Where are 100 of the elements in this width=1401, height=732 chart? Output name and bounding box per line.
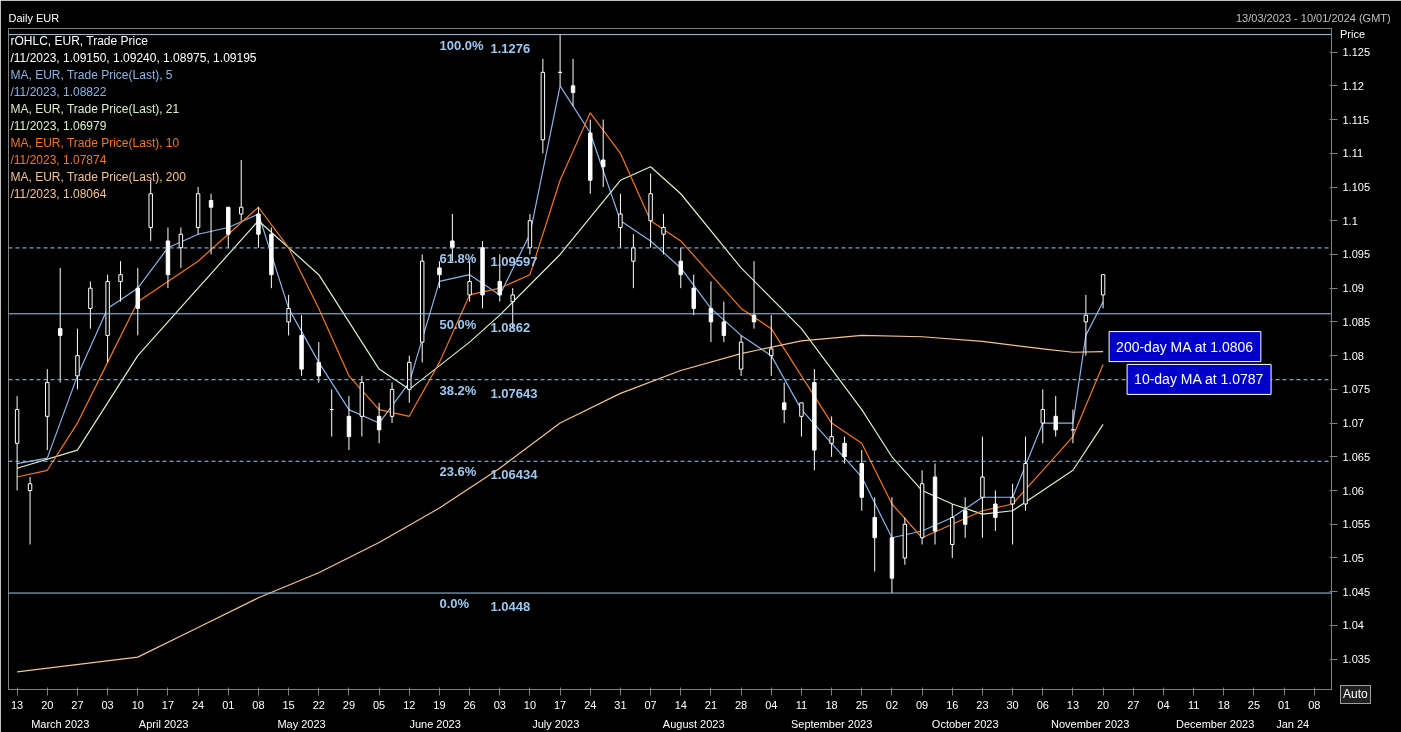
y-tick-label: 1.045 [1342, 585, 1371, 598]
x2-tick-label: March 2023 [31, 717, 90, 730]
x-tick-label: 03 [493, 698, 506, 711]
candlestick [993, 490, 998, 532]
x-tick-label: 18 [1217, 698, 1230, 711]
x-tick-label: 18 [825, 698, 838, 711]
y-tick-label: 1.035 [1342, 653, 1371, 666]
x-tick-label: 13 [11, 698, 24, 711]
x-tick-label: 15 [282, 698, 295, 711]
x-tick-label: 10 [523, 698, 537, 711]
text: MA, EUR, Trade Price(Last), 5 [10, 67, 173, 82]
text: MA, EUR, Trade Price(Last), 200 [10, 169, 187, 184]
x-tick-label: 31 [614, 698, 627, 711]
y-tick-label: 1.125 [1342, 46, 1371, 59]
annotation: /11/2023, 1.09150, 1.09240, 1.08975, 1.09195 [10, 50, 257, 65]
x-tick-label: 28 [734, 698, 748, 711]
candlestick [769, 314, 774, 377]
annotation: 100.0% [439, 37, 484, 53]
x-tick-label: 08 [252, 698, 265, 711]
x-tick-label: 13 [1066, 698, 1080, 711]
x2-tick-label: November 2023 [1051, 717, 1130, 730]
y-tick-label: 1.05 [1342, 551, 1364, 564]
annotation: 0.0% [439, 596, 470, 612]
ref-line-label: 1.0448 [490, 599, 531, 615]
x-tick-label: 09 [915, 698, 929, 711]
x-tick-label: 10 [131, 698, 144, 711]
x-tick-label: 03 [101, 698, 114, 711]
candlestick [842, 436, 847, 465]
candlestick [118, 260, 123, 303]
annotation: /11/2023, 1.08822 [10, 84, 107, 99]
y-tick-label: 1.08 [1342, 349, 1364, 362]
x2-tick-label: September 2023 [790, 717, 873, 730]
candlestick [781, 382, 787, 424]
candlestick [1053, 395, 1058, 438]
candlestick [256, 206, 261, 249]
candlestick [980, 436, 985, 539]
y-axis-title: Price [1340, 27, 1366, 42]
text: MA, EUR, Trade Price(Last), 21 [10, 101, 180, 116]
x-tick-label: 27 [71, 698, 84, 711]
x-tick-label: 30 [1006, 698, 1019, 711]
x-tick-label: 01 [1277, 698, 1291, 711]
candlestick [631, 233, 636, 289]
candlestick [661, 213, 666, 255]
candlestick [1040, 388, 1045, 444]
candlestick [135, 267, 141, 336]
y-tick-label: 1.065 [1342, 450, 1371, 463]
x-tick-label: 11 [795, 698, 808, 711]
x-tick-label: 05 [372, 698, 386, 711]
y-tick-label: 1.105 [1342, 181, 1371, 194]
line-series [16, 334, 1104, 673]
x-tick-label: 29 [342, 698, 356, 711]
annotation: /11/2023, 1.08064 [10, 186, 107, 201]
x-tick-label: 24 [584, 698, 597, 711]
x-tick-label: 16 [946, 698, 959, 711]
candlestick [57, 267, 63, 384]
chart-title: Daily EUR [8, 11, 60, 24]
candlestick [346, 395, 352, 451]
candlestick [872, 496, 877, 572]
candlestick [238, 159, 244, 222]
chart-subtitle: 13/03/2023 - 10/01/2024 (GMT) [1236, 11, 1391, 26]
x-tick-label: 04 [765, 698, 778, 711]
x2-tick-label: June 2023 [409, 717, 461, 730]
candlestick [1010, 483, 1015, 545]
x-tick-label: 26 [463, 698, 476, 711]
y-tick-label: 1.11 [1342, 147, 1364, 160]
y-tick-label: 1.115 [1342, 113, 1370, 126]
ref-line-label: 1.1276 [490, 40, 531, 56]
x-tick-label: 12 [403, 698, 416, 711]
x-tick-label: 19 [433, 698, 446, 711]
text: Auto [1343, 686, 1368, 704]
candlestick [799, 402, 804, 438]
x-tick-label: 27 [1127, 698, 1140, 711]
annotation: rOHLC, EUR, Trade Price [10, 33, 149, 48]
y-tick-label: 1.075 [1342, 383, 1371, 396]
x-tick-label: 17 [161, 698, 175, 711]
x-tick-label: 02 [885, 698, 899, 711]
x2-tick-label: April 2023 [138, 717, 189, 730]
x-tick-label: 08 [1308, 698, 1321, 711]
y-tick-label: 1.12 [1342, 79, 1364, 92]
candlestick [208, 193, 214, 255]
y-tick-label: 1.09 [1342, 282, 1364, 295]
x-tick-label: 04 [1157, 698, 1170, 711]
candlestick [316, 341, 321, 384]
candlestick [678, 247, 683, 289]
candlestick [75, 328, 80, 390]
annotation: 38.2% [439, 382, 477, 398]
x-tick-label: 21 [704, 698, 718, 711]
y-tick-label: 1.095 [1342, 248, 1371, 261]
x-tick-label: 17 [553, 698, 567, 711]
ref-line-label: 1.0862 [490, 319, 531, 335]
candlestick [570, 58, 576, 107]
x2-tick-label: October 2023 [931, 717, 999, 730]
ref-line-label: 1.07643 [490, 385, 538, 401]
candlestick [691, 274, 696, 316]
x-tick-label: 20 [1096, 698, 1110, 711]
x-tick-label: 22 [312, 698, 325, 711]
x2-tick-label: July 2023 [532, 717, 580, 730]
y-tick-label: 1.07 [1342, 417, 1364, 430]
x2-tick-label: December 2023 [1176, 717, 1255, 730]
x-tick-label: 14 [674, 698, 687, 711]
